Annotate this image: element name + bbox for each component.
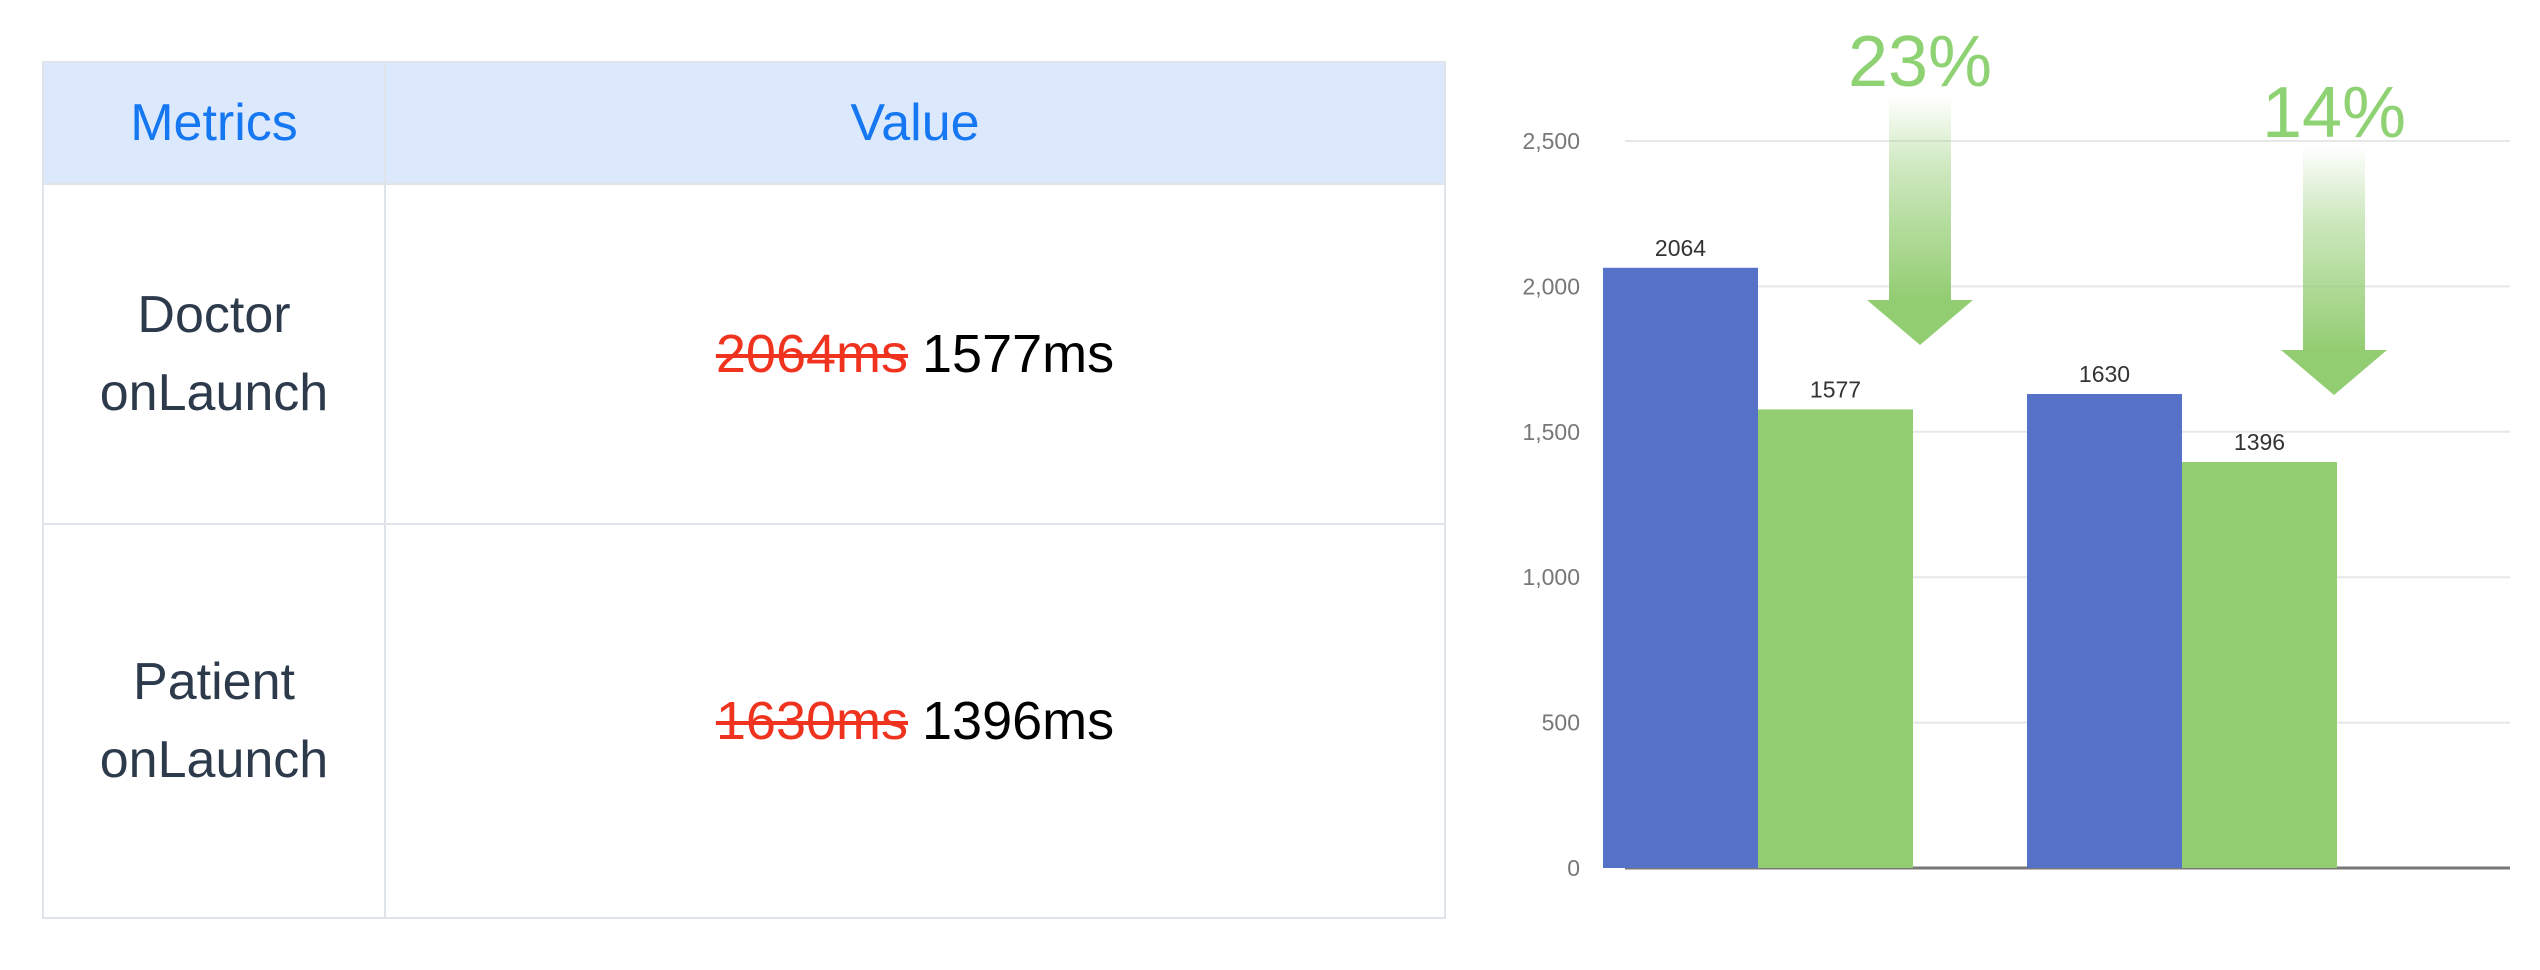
chart-bars	[1603, 267, 2337, 868]
reduction-arrow-shaft	[2303, 146, 2365, 350]
metric-name-line: onLaunch	[99, 364, 329, 422]
table-header-row: Metrics Value	[42, 61, 1446, 185]
chart-bar	[2182, 462, 2337, 868]
chart-labels: 0 500 1,000 1,500 2,000 2,500 2064 1630 1577 1396	[1522, 128, 2285, 881]
chart-bar	[2027, 393, 2182, 868]
value-column-header: Value	[384, 61, 1446, 185]
old-value: 1630ms	[715, 691, 908, 751]
y-tick-label: 500	[1542, 710, 1580, 736]
new-value: 1577ms	[922, 324, 1115, 384]
y-tick-label: 1,500	[1522, 419, 1580, 445]
bar-data-label: 1577	[1810, 376, 1861, 402]
value-cell: 1630ms 1396ms	[384, 523, 1446, 919]
metric-name-line: Patient	[133, 653, 295, 711]
table-row: Patient onLaunch 1630ms 1396ms	[42, 523, 1446, 919]
metrics-table: Metrics Value Doctor onLaunch 2064ms 1577…	[42, 61, 1446, 919]
reduction-arrow-head	[1867, 300, 1973, 345]
chart-bar	[1758, 409, 1913, 868]
new-value: 1396ms	[922, 691, 1115, 751]
y-tick-label: 2,000	[1522, 273, 1580, 299]
y-tick-label: 2,500	[1522, 128, 1580, 154]
metric-name-line: onLaunch	[99, 731, 329, 789]
reduction-percentage: 14%	[2262, 73, 2406, 153]
metric-name-line: Doctor	[137, 286, 291, 344]
reduction-arrow-shaft	[1889, 95, 1951, 300]
old-value: 2064ms	[715, 324, 908, 384]
metric-name-cell: Patient onLaunch	[42, 523, 386, 919]
value-cell: 2064ms 1577ms	[384, 183, 1446, 525]
reduction-percentage: 23%	[1848, 22, 1992, 102]
bar-chart: 0 500 1,000 1,500 2,000 2,500 2064 1630 1577 1396…	[1522, 22, 2510, 881]
y-tick-label: 1,000	[1522, 564, 1580, 590]
metric-name-cell: Doctor onLaunch	[42, 183, 386, 525]
chart-bar	[1603, 267, 1758, 868]
reduction-arrow-head	[2281, 350, 2387, 395]
bar-data-label: 1396	[2234, 429, 2285, 455]
bar-data-label: 1630	[2079, 361, 2130, 387]
bar-data-label: 2064	[1655, 235, 1706, 261]
y-tick-label: 0	[1567, 855, 1580, 881]
metrics-column-header: Metrics	[42, 61, 386, 185]
table-row: Doctor onLaunch 2064ms 1577ms	[42, 183, 1446, 525]
reduction-arrows: 23% 14%	[1848, 22, 2406, 395]
